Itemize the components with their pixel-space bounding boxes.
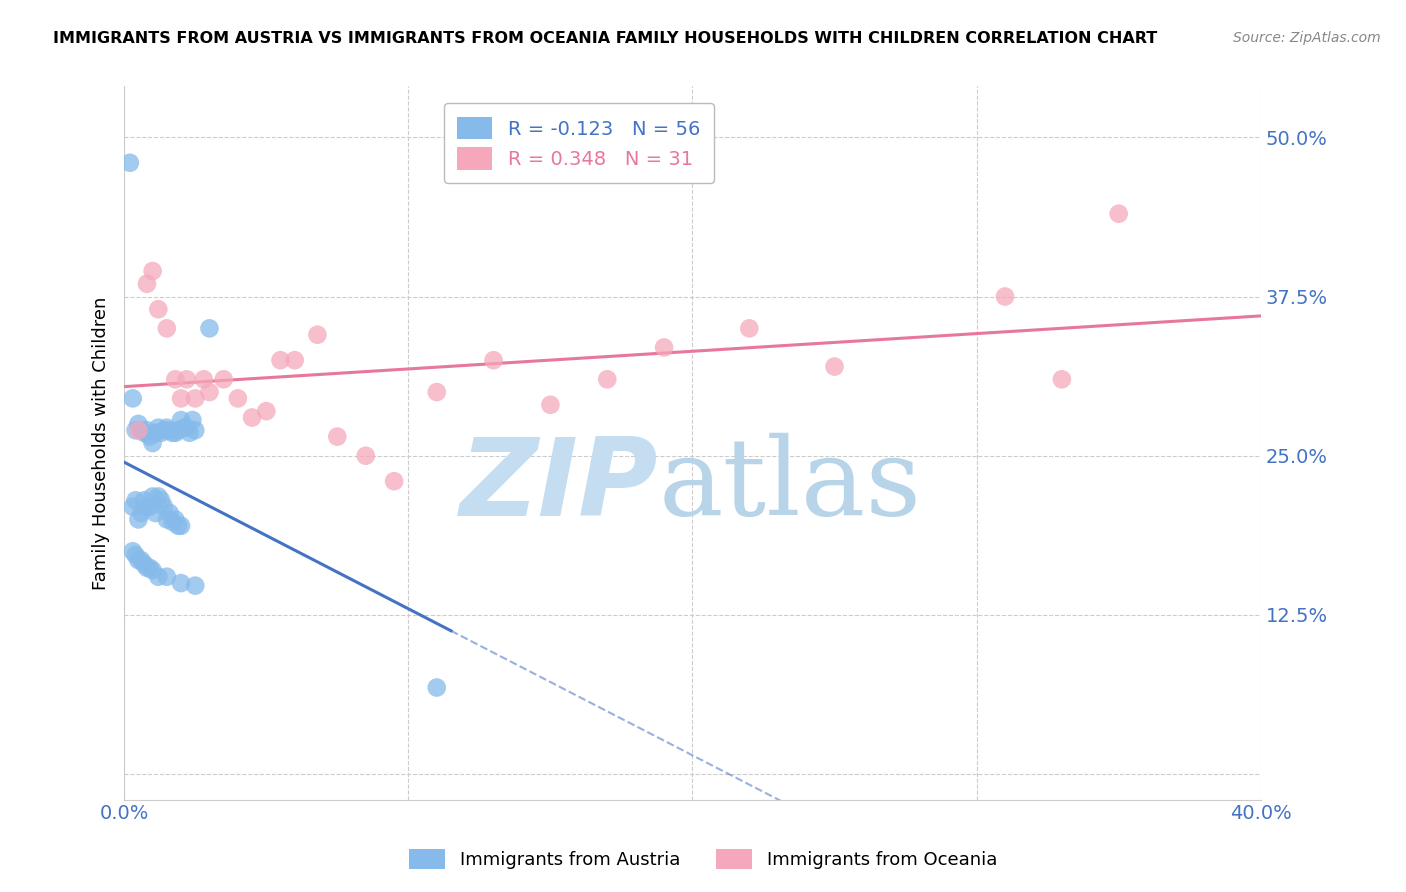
- Point: [184, 423, 207, 437]
- Point: [994, 289, 1017, 303]
- Point: [129, 553, 152, 567]
- Point: [129, 506, 152, 520]
- Text: ZIP: ZIP: [460, 433, 658, 539]
- Point: [170, 576, 193, 591]
- Text: IMMIGRANTS FROM AUSTRIA VS IMMIGRANTS FROM OCEANIA FAMILY HOUSEHOLDS WITH CHILDR: IMMIGRANTS FROM AUSTRIA VS IMMIGRANTS FR…: [53, 31, 1157, 46]
- Point: [426, 681, 449, 695]
- Point: [124, 548, 146, 562]
- Point: [738, 321, 761, 335]
- Point: [148, 420, 170, 434]
- Point: [127, 512, 149, 526]
- Point: [179, 425, 201, 440]
- Point: [426, 385, 449, 400]
- Point: [153, 423, 176, 437]
- Y-axis label: Family Households with Children: Family Households with Children: [93, 296, 110, 590]
- Point: [150, 425, 173, 440]
- Point: [153, 500, 176, 514]
- Point: [136, 277, 159, 291]
- Point: [326, 429, 349, 443]
- Point: [142, 264, 165, 278]
- Point: [159, 506, 181, 520]
- Point: [142, 436, 165, 450]
- Point: [159, 423, 181, 437]
- Point: [132, 493, 155, 508]
- Point: [132, 557, 155, 571]
- Point: [198, 321, 221, 335]
- Point: [162, 515, 184, 529]
- Point: [118, 155, 141, 169]
- Point: [824, 359, 846, 374]
- Point: [165, 372, 187, 386]
- Point: [596, 372, 619, 386]
- Point: [136, 423, 159, 437]
- Point: [226, 392, 249, 406]
- Point: [173, 420, 195, 434]
- Point: [127, 417, 149, 431]
- Point: [145, 506, 167, 520]
- Point: [150, 493, 173, 508]
- Point: [121, 544, 143, 558]
- Point: [167, 518, 190, 533]
- Point: [142, 490, 165, 504]
- Point: [156, 321, 179, 335]
- Legend: Immigrants from Austria, Immigrants from Oceania: Immigrants from Austria, Immigrants from…: [399, 839, 1007, 879]
- Point: [145, 425, 167, 440]
- Point: [148, 570, 170, 584]
- Point: [538, 398, 561, 412]
- Point: [132, 425, 155, 440]
- Point: [354, 449, 377, 463]
- Point: [181, 413, 204, 427]
- Point: [170, 392, 193, 406]
- Point: [198, 385, 221, 400]
- Point: [156, 420, 179, 434]
- Point: [139, 500, 162, 514]
- Text: atlas: atlas: [658, 434, 921, 539]
- Point: [176, 420, 198, 434]
- Point: [284, 353, 307, 368]
- Point: [165, 425, 187, 440]
- Legend: R = -0.123   N = 56, R = 0.348   N = 31: R = -0.123 N = 56, R = 0.348 N = 31: [444, 103, 714, 183]
- Point: [142, 563, 165, 577]
- Point: [170, 518, 193, 533]
- Text: Source: ZipAtlas.com: Source: ZipAtlas.com: [1233, 31, 1381, 45]
- Point: [193, 372, 215, 386]
- Point: [121, 392, 143, 406]
- Point: [212, 372, 235, 386]
- Point: [269, 353, 291, 368]
- Point: [167, 423, 190, 437]
- Point: [148, 302, 170, 317]
- Point: [127, 553, 149, 567]
- Point: [184, 579, 207, 593]
- Point: [121, 500, 143, 514]
- Point: [382, 474, 405, 488]
- Point: [139, 429, 162, 443]
- Point: [129, 423, 152, 437]
- Point: [307, 327, 329, 342]
- Point: [162, 425, 184, 440]
- Point: [184, 392, 207, 406]
- Point: [176, 372, 198, 386]
- Point: [127, 423, 149, 437]
- Point: [136, 500, 159, 514]
- Point: [482, 353, 505, 368]
- Point: [139, 561, 162, 575]
- Point: [124, 493, 146, 508]
- Point: [254, 404, 277, 418]
- Point: [124, 423, 146, 437]
- Point: [136, 561, 159, 575]
- Point: [652, 341, 675, 355]
- Point: [165, 512, 187, 526]
- Point: [156, 512, 179, 526]
- Point: [156, 570, 179, 584]
- Point: [170, 413, 193, 427]
- Point: [1050, 372, 1073, 386]
- Point: [240, 410, 263, 425]
- Point: [148, 490, 170, 504]
- Point: [1108, 207, 1130, 221]
